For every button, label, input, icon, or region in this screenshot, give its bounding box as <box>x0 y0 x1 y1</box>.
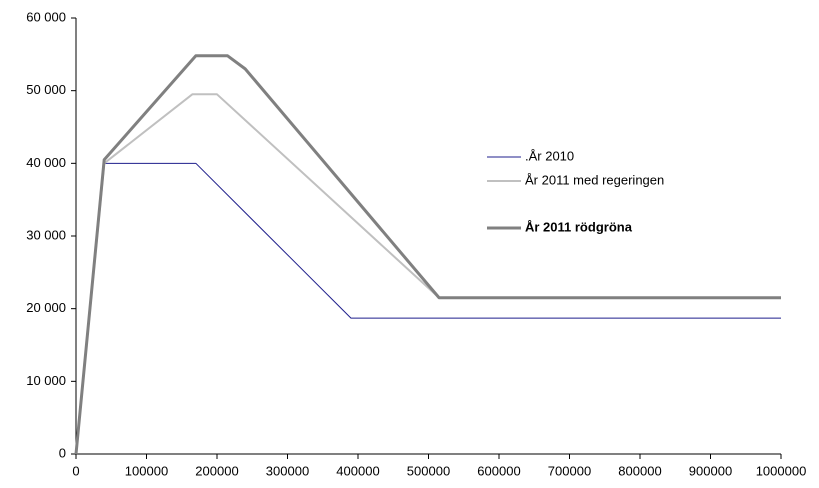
series-line <box>74 54 781 455</box>
x-tick-label: 200000 <box>195 463 238 478</box>
legend-label: År 2011 med regeringen <box>525 172 664 187</box>
legend-label: .År 2010 <box>525 148 574 163</box>
x-tick-label: 500000 <box>407 463 450 478</box>
x-tick-label: 400000 <box>336 463 379 478</box>
y-tick-label: 10 000 <box>26 373 66 388</box>
y-tick-label: 0 <box>59 445 66 460</box>
y-tick-label: 20 000 <box>26 300 66 315</box>
x-tick-label: 100000 <box>125 463 168 478</box>
y-tick-label: 50 000 <box>26 82 66 97</box>
y-tick-label: 60 000 <box>26 9 66 24</box>
x-tick-label: 800000 <box>618 463 661 478</box>
x-tick-label: 600000 <box>477 463 520 478</box>
x-tick-label: 900000 <box>689 463 732 478</box>
x-tick-label: 700000 <box>548 463 591 478</box>
x-tick-label: 0 <box>72 463 79 478</box>
x-tick-label: 300000 <box>266 463 309 478</box>
series-line <box>75 162 781 455</box>
series-line <box>75 93 781 455</box>
legend-label: År 2011 rödgröna <box>525 219 633 234</box>
y-tick-label: 40 000 <box>26 155 66 170</box>
y-tick-label: 30 000 <box>26 227 66 242</box>
x-tick-label: 1000000 <box>756 463 807 478</box>
